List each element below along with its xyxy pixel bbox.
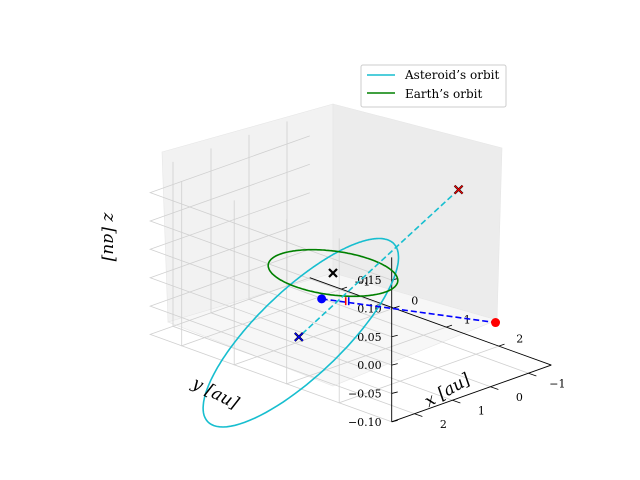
legend-label-earth: Earth’s orbit bbox=[405, 87, 482, 101]
z-axis-label: z [au] bbox=[99, 212, 119, 262]
marker-x bbox=[294, 332, 304, 342]
y-axis-line bbox=[391, 364, 552, 423]
grid-z bbox=[149, 220, 392, 366]
legend-box bbox=[360, 64, 507, 108]
series-line-asteroid-orbit bbox=[202, 237, 400, 428]
grid-z bbox=[149, 135, 392, 281]
y-ticks: −1 0 1 2 bbox=[414, 372, 565, 431]
series-layer bbox=[202, 237, 400, 428]
markers-layer bbox=[294, 184, 501, 342]
x-tick-label: 2 bbox=[516, 333, 523, 346]
x-axis-label: x [au] bbox=[421, 369, 474, 411]
grid-z bbox=[149, 163, 392, 309]
y-tick-label: 1 bbox=[478, 405, 485, 418]
z-tick-mark bbox=[391, 334, 398, 338]
marker-x bbox=[328, 268, 338, 278]
x-tick-mark bbox=[341, 286, 348, 290]
y-axis-label: y [au] bbox=[188, 373, 242, 414]
z-tick-label: 0.05 bbox=[357, 331, 382, 344]
z-tick-mark bbox=[391, 391, 398, 394]
z-tick-label: 0.00 bbox=[357, 359, 382, 372]
marker-x bbox=[454, 185, 464, 195]
grid-z bbox=[149, 248, 392, 394]
x-tick-label: −1 bbox=[354, 276, 370, 289]
z-tick-mark bbox=[391, 419, 398, 423]
dashed-line bbox=[298, 189, 460, 338]
x-tick-label: 1 bbox=[464, 314, 471, 327]
z-tick-label: −0.10 bbox=[348, 416, 382, 429]
legend: Asteroid’s orbit Earth’s orbit bbox=[360, 64, 507, 108]
y-tick-mark bbox=[452, 399, 461, 404]
marker-dot bbox=[317, 294, 327, 304]
y-tick-mark bbox=[528, 372, 537, 377]
y-tick-label: 2 bbox=[440, 418, 447, 431]
y-tick-label: 0 bbox=[516, 391, 523, 404]
z-tick-mark bbox=[391, 306, 398, 309]
x-ticks: −1 0 1 2 bbox=[341, 276, 523, 347]
grid-lines bbox=[149, 121, 529, 423]
dashed-lines-layer bbox=[298, 189, 496, 338]
grid-z bbox=[149, 277, 392, 423]
series-line-earth-orbit bbox=[267, 248, 399, 298]
z-ticks: −0.10−0.050.000.050.100.15 bbox=[348, 274, 398, 429]
z-tick-mark bbox=[391, 363, 398, 366]
x-tick-mark bbox=[446, 324, 453, 328]
legend-label-asteroid: Asteroid’s orbit bbox=[404, 68, 499, 82]
x-axis-line bbox=[309, 277, 552, 366]
x-tick-label: 0 bbox=[411, 295, 418, 308]
y-tick-mark bbox=[490, 386, 499, 390]
x-tick-mark bbox=[498, 343, 505, 347]
z-tick-label: −0.05 bbox=[348, 387, 382, 400]
y-tick-mark bbox=[414, 413, 423, 417]
marker-dot bbox=[491, 318, 501, 328]
y-tick-label: −1 bbox=[549, 378, 565, 391]
dashed-line bbox=[321, 298, 496, 324]
grid-z bbox=[149, 192, 392, 338]
z-tick-label: 0.15 bbox=[357, 274, 382, 287]
